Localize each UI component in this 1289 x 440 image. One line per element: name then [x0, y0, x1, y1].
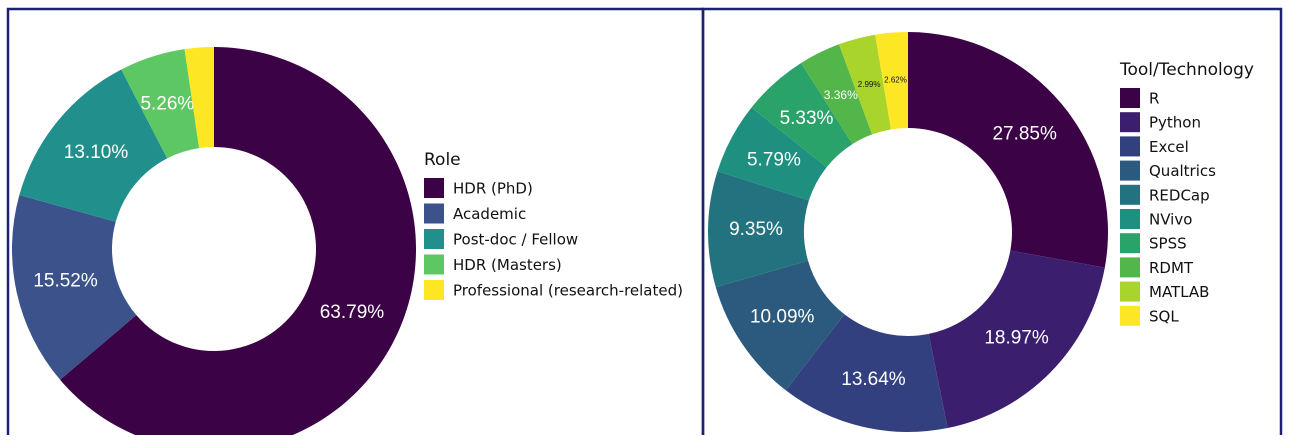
legend-label: Professional (research-related)	[453, 282, 683, 300]
donut-slice	[875, 32, 908, 130]
legend-label: SQL	[1149, 307, 1179, 325]
donut-slice	[708, 171, 809, 288]
legend-label: SPSS	[1149, 235, 1187, 253]
donut-slice	[121, 49, 200, 159]
legend-swatch	[424, 280, 444, 300]
legend-label: Qualtrics	[1149, 162, 1216, 180]
value-label: 2.62%	[884, 76, 907, 85]
value-label: 18.97%	[984, 327, 1049, 348]
donut-slice	[717, 107, 827, 201]
legend-label: RDMT	[1149, 259, 1194, 277]
value-label: 9.35%	[729, 219, 783, 240]
donut-slice	[785, 314, 948, 432]
donut-slice	[60, 47, 416, 440]
value-label: 3.36%	[824, 88, 858, 102]
legend-title: Role	[424, 150, 461, 170]
legend-swatch	[1120, 160, 1140, 181]
donut-slice	[715, 260, 845, 391]
value-label: 13.64%	[841, 369, 906, 390]
legend-label: NVivo	[1149, 211, 1192, 229]
donut-slice	[801, 44, 873, 145]
legend-label: HDR (Masters)	[453, 256, 562, 274]
legend-label: Post-doc / Fellow	[453, 231, 578, 249]
legend-swatch	[424, 254, 444, 275]
value-label: 13.10%	[64, 142, 129, 163]
legend-swatch	[1120, 112, 1140, 133]
value-label: 10.09%	[750, 306, 815, 327]
value-label: 5.26%	[140, 93, 194, 114]
legend-swatch	[424, 229, 444, 249]
value-label: 2.99%	[858, 80, 881, 89]
legend-swatch	[424, 178, 444, 198]
legend-title: Tool/Technology	[1119, 60, 1254, 80]
legend-swatch	[1120, 136, 1140, 157]
legend-label: Academic	[453, 205, 526, 223]
panel-border	[701, 7, 1283, 440]
value-label: 27.85%	[992, 124, 1057, 145]
legend-label: Python	[1149, 114, 1201, 132]
legend-label: Excel	[1149, 138, 1189, 156]
donut-slice	[184, 47, 214, 149]
value-label: 5.33%	[780, 108, 834, 129]
legend-label: MATLAB	[1149, 283, 1209, 301]
legend-swatch	[1120, 184, 1140, 205]
donut-slice	[751, 62, 853, 168]
donut-slice	[838, 34, 891, 135]
legend-swatch	[1120, 209, 1140, 229]
donut-slice	[908, 32, 1108, 268]
legend-swatch	[424, 203, 444, 224]
value-label: 63.79%	[320, 302, 385, 323]
value-label: 15.52%	[33, 271, 98, 292]
value-label: 5.79%	[747, 149, 801, 170]
donut-slice	[11, 194, 137, 380]
legend-label: R	[1149, 90, 1159, 108]
legend-swatch	[1120, 305, 1140, 326]
legend-swatch	[1120, 88, 1140, 108]
legend-swatch	[1120, 233, 1140, 254]
legend-swatch	[1120, 281, 1140, 302]
legend-label: HDR (PhD)	[453, 180, 533, 198]
donut-slice	[19, 69, 168, 222]
legend-swatch	[1120, 257, 1140, 278]
legend-label: REDCap	[1149, 186, 1210, 204]
donut-slice	[928, 250, 1105, 429]
